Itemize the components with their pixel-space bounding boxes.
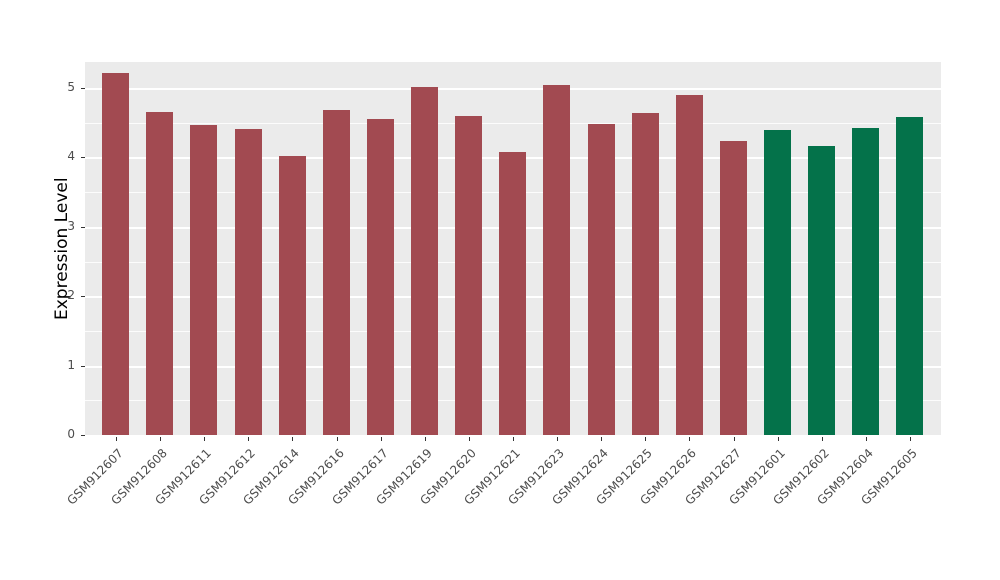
y-tick-mark [81, 88, 85, 89]
x-tick-mark [469, 437, 470, 441]
x-tick-mark [734, 437, 735, 441]
x-tick-mark [866, 437, 867, 441]
x-tick-mark [337, 437, 338, 441]
x-tick-mark [513, 437, 514, 441]
x-tick-mark [381, 437, 382, 441]
x-tick-mark [160, 437, 161, 441]
y-tick-label: 5 [67, 80, 75, 94]
y-tick-label: 3 [67, 219, 75, 233]
bar-GSM912621 [499, 152, 526, 435]
x-tick-mark [116, 437, 117, 441]
bar-GSM912601 [764, 130, 791, 435]
bar-GSM912624 [588, 124, 615, 435]
y-tick-mark [81, 435, 85, 436]
x-tick-mark [204, 437, 205, 441]
y-tick-mark [81, 296, 85, 297]
bar-GSM912625 [632, 113, 659, 435]
bar-GSM912620 [455, 116, 482, 435]
gridline-major [85, 88, 941, 90]
y-tick-mark [81, 366, 85, 367]
x-tick-mark [822, 437, 823, 441]
x-tick-mark [425, 437, 426, 441]
bar-GSM912605 [896, 117, 923, 435]
x-tick-mark [910, 437, 911, 441]
y-tick-mark [81, 227, 85, 228]
bar-GSM912604 [852, 128, 879, 435]
x-tick-mark [292, 437, 293, 441]
x-tick-mark [778, 437, 779, 441]
y-tick-mark [81, 157, 85, 158]
x-tick-mark [557, 437, 558, 441]
gridline-minor [85, 123, 941, 124]
x-tick-mark [645, 437, 646, 441]
bar-GSM912612 [235, 129, 262, 435]
bar-GSM912619 [411, 87, 438, 435]
y-tick-label: 2 [67, 288, 75, 302]
bar-GSM912602 [808, 146, 835, 435]
bar-GSM912608 [146, 112, 173, 435]
bar-GSM912611 [190, 125, 217, 435]
y-tick-label: 4 [67, 149, 75, 163]
plot-panel [85, 62, 941, 437]
bar-GSM912607 [102, 73, 129, 435]
gridline-major [85, 435, 941, 437]
y-tick-label: 1 [67, 358, 75, 372]
x-tick-mark [689, 437, 690, 441]
bar-GSM912616 [323, 110, 350, 435]
bar-GSM912617 [367, 119, 394, 435]
bar-GSM912614 [279, 156, 306, 435]
x-tick-mark [248, 437, 249, 441]
y-tick-label: 0 [67, 427, 75, 441]
bar-GSM912627 [720, 141, 747, 435]
bar-GSM912626 [676, 95, 703, 435]
x-tick-mark [601, 437, 602, 441]
bar-GSM912623 [543, 85, 570, 435]
